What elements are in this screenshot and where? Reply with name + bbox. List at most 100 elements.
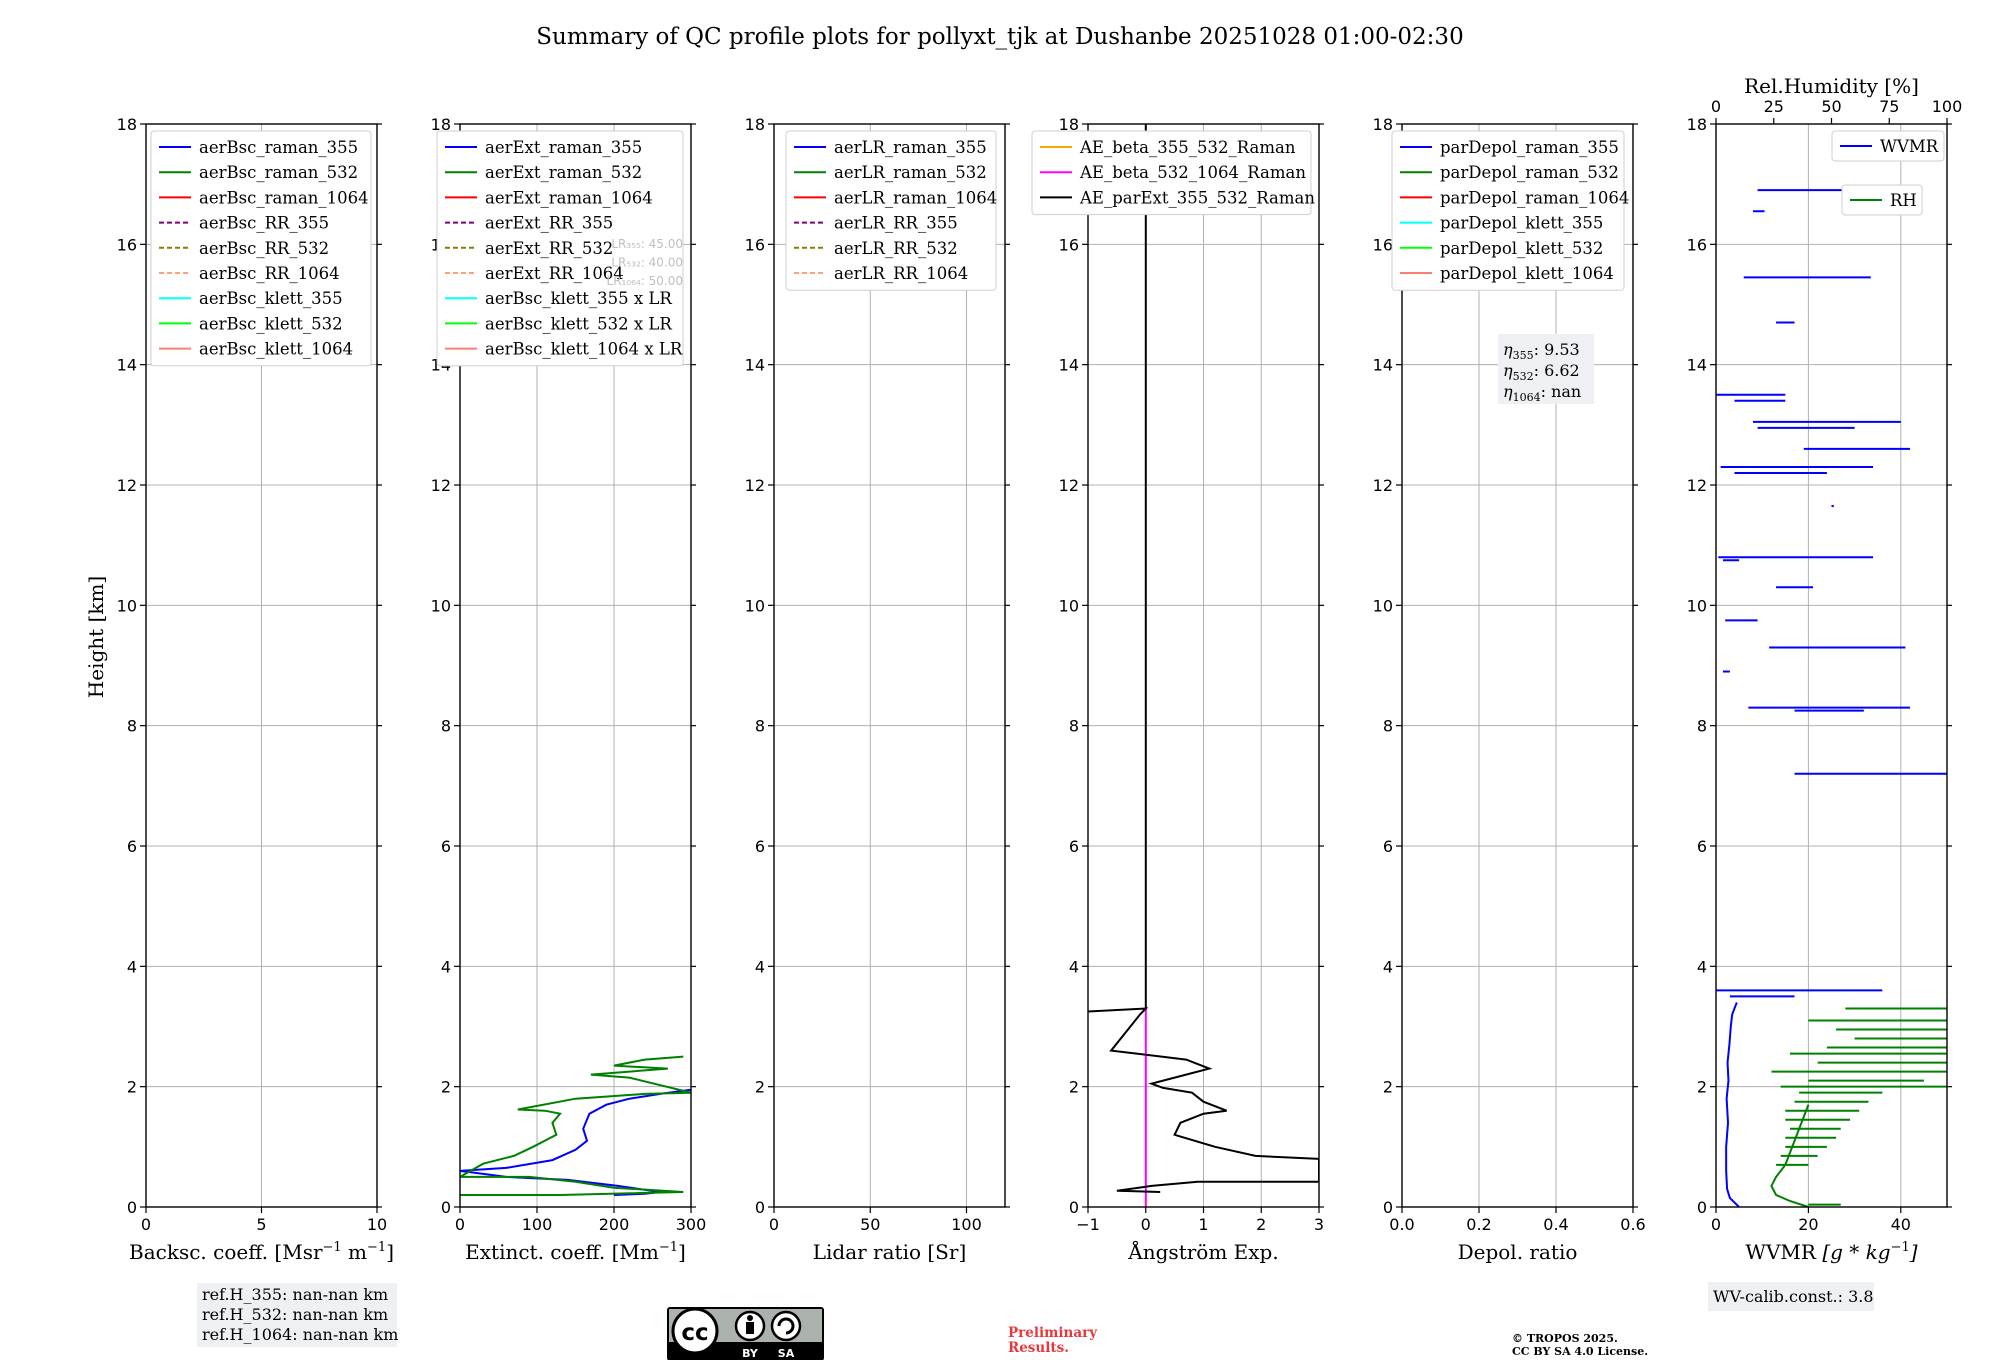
legend-label: aerBsc_RR_1064 <box>199 264 340 283</box>
x-label-text: Ångström Exp. <box>1127 1239 1278 1264</box>
eta-number: : nan <box>1541 382 1582 401</box>
legend-label: aerLR_raman_355 <box>834 138 987 157</box>
legend-box <box>150 130 372 367</box>
ref-height-1064: ref.H_1064: nan-nan km <box>202 1325 398 1344</box>
eta-value: η355: 9.53 <box>1503 340 1580 362</box>
x-tick-label: 300 <box>676 1215 707 1234</box>
preliminary-line-1: Preliminary <box>1008 1325 1098 1341</box>
legend-label: aerBsc_raman_355 <box>199 138 358 157</box>
x-tick-label: 0 <box>1711 1215 1721 1234</box>
y-tick-label: 8 <box>441 717 451 736</box>
y-tick-label: 12 <box>1059 476 1079 495</box>
y-tick-label: 4 <box>1069 957 1079 976</box>
x-tick-label: 1 <box>1198 1215 1208 1234</box>
x-tick-label: 0 <box>141 1215 151 1234</box>
y-tick-label: 0 <box>1383 1198 1393 1217</box>
x-tick-label: 5 <box>256 1215 266 1234</box>
legend-label: aerBsc_klett_532 <box>199 314 343 333</box>
y-tick-label: 2 <box>1069 1078 1079 1097</box>
legend-label: aerBsc_RR_532 <box>199 239 329 258</box>
x-axis: 0 100 200 300 <box>455 1207 706 1234</box>
x-tick-label: 50 <box>860 1215 880 1234</box>
y-tick-label: 16 <box>1373 235 1393 254</box>
x-label-text-mid: m <box>342 1240 367 1264</box>
x-tick-label: −1 <box>1076 1215 1100 1234</box>
eta-symbol: η <box>1503 340 1513 359</box>
y-tick-label: 10 <box>1687 596 1707 615</box>
x-axis-label: Extinct. coeff. [Mm−1] <box>465 1240 686 1264</box>
eta-symbol: η <box>1503 361 1513 380</box>
rh-profile-line <box>1770 1104 1810 1207</box>
x-label-end: ] <box>386 1240 394 1264</box>
y-axis: 0 2 4 6 8 10 12 14 16 18 <box>745 115 1010 1217</box>
y-tick-label: 18 <box>431 115 451 134</box>
data-series <box>1716 189 1947 1207</box>
y-tick-label: 4 <box>755 957 765 976</box>
legend-label: aerExt_RR_1064 <box>485 264 624 283</box>
y-axis: 0 2 4 6 8 10 12 14 16 18 <box>1059 115 1324 1217</box>
y-tick-label: 0 <box>755 1198 765 1217</box>
panel-depolarization: 0 2 4 6 8 10 12 14 16 18 0.0 0.2 0.4 0.6 Depol. ratio p… <box>1373 115 1646 1264</box>
x-axis: −1 0 1 2 3 <box>1076 1207 1324 1234</box>
x-label-superscript: −1 <box>323 1240 342 1255</box>
copyright-line-1: © TROPOS 2025. <box>1512 1332 1618 1345</box>
x-label-superscript: −1 <box>1891 1240 1910 1255</box>
y-tick-label: 18 <box>1373 115 1393 134</box>
y-tick-label: 12 <box>431 476 451 495</box>
x-label-text: Backsc. coeff. [Msr <box>129 1240 323 1264</box>
y-tick-label: 14 <box>1687 356 1707 375</box>
legend-label: aerExt_raman_355 <box>485 138 642 157</box>
axes-frame <box>773 123 1006 1208</box>
wvmr-profile-line <box>1725 1002 1740 1207</box>
sa-label: SA <box>778 1347 795 1360</box>
panel-lidar_ratio: 0 2 4 6 8 10 12 14 16 18 0 50 100 Lidar ratio [Sr] aer… <box>745 115 1010 1264</box>
axes-frame <box>1715 123 1948 1208</box>
x-label-text: Extinct. coeff. [Mm <box>465 1240 659 1264</box>
y-tick-label: 18 <box>745 115 765 134</box>
y-tick-label: 4 <box>1697 957 1707 976</box>
share-alike-icon <box>770 1310 802 1342</box>
legend-box <box>436 130 684 367</box>
x-tick-label: 40 <box>1891 1215 1911 1234</box>
x-tick-label: 0.4 <box>1543 1215 1568 1234</box>
y-tick-label: 8 <box>1383 717 1393 736</box>
y-tick-label: 0 <box>127 1198 137 1217</box>
top-tick-label: 50 <box>1821 97 1841 116</box>
legend: WVMR RH <box>1831 130 1945 216</box>
legend-label: aerBsc_raman_532 <box>199 163 358 182</box>
y-tick-label: 12 <box>117 476 137 495</box>
legend-label: aerLR_RR_1064 <box>834 264 968 283</box>
y-tick-label: 16 <box>1687 235 1707 254</box>
panel-extinction: 0246810121416180100200300Extinct. coeff.… <box>431 115 707 1264</box>
legend: aerBsc_raman_355 aerBsc_raman_532 aerBsc_r… <box>150 130 372 367</box>
y-tick-label: 8 <box>1697 717 1707 736</box>
legend-label: aerExt_raman_1064 <box>485 188 653 207</box>
legend-label: aerBsc_klett_1064 <box>199 340 353 359</box>
legend-label: WVMR <box>1880 137 1939 156</box>
preliminary-results-note: Preliminary Results. <box>1008 1325 1098 1356</box>
eta-number: : 9.53 <box>1534 340 1580 359</box>
legend-label: aerBsc_raman_1064 <box>199 188 369 207</box>
legend-label: aerLR_raman_532 <box>834 163 987 182</box>
x-axis-label: WVMR [g * kg−1] <box>1745 1240 1917 1264</box>
x-tick-label: 100 <box>522 1215 553 1234</box>
legend-label: AE_beta_532_1064_Raman <box>1079 163 1306 182</box>
y-tick-label: 14 <box>1373 356 1393 375</box>
legend-label: aerExt_RR_532 <box>485 239 613 258</box>
y-tick-label: 12 <box>745 476 765 495</box>
top-tick-label: 0 <box>1711 97 1721 116</box>
ref-height-355: ref.H_355: nan-nan km <box>202 1285 388 1304</box>
x-tick-label: 0.2 <box>1466 1215 1491 1234</box>
y-tick-label: 2 <box>755 1078 765 1097</box>
copyright-line-2: CC BY SA 4.0 License. <box>1512 1345 1648 1358</box>
height-axis-label: Height [km] <box>84 576 108 698</box>
top-axis-rh: 0 25 50 75 100 Rel.Humidity [%] <box>1711 74 1962 124</box>
cc-text: cc <box>681 1320 708 1346</box>
y-tick-label: 10 <box>1059 596 1079 615</box>
lr-note: LR₅₃₂: 40.00 <box>611 256 683 270</box>
legend-label: parDepol_klett_355 <box>1440 214 1603 233</box>
x-label-end: ] <box>1909 1240 1918 1264</box>
x-tick-label: 200 <box>599 1215 630 1234</box>
eta-value: η532: 6.62 <box>1503 361 1580 383</box>
